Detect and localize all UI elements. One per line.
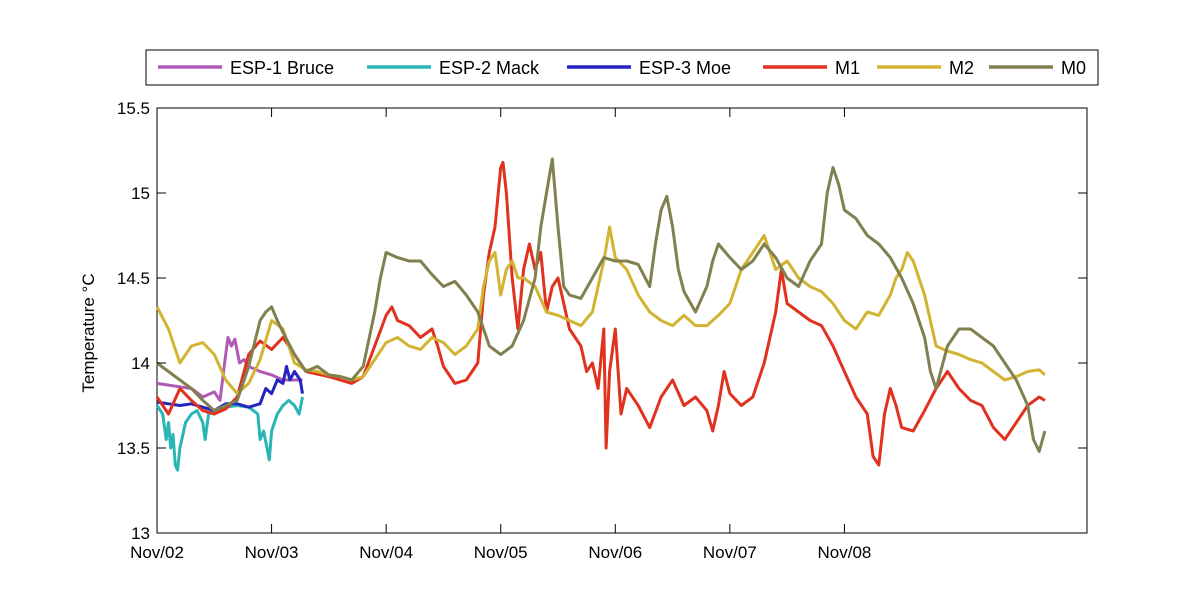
legend-item: M0: [989, 58, 1086, 78]
legend-item: ESP-2 Mack: [367, 58, 540, 78]
y-tick-label: 14.5: [117, 269, 150, 288]
plot-area: [156, 107, 1088, 534]
axes-layer: 13 13.5 14 14.5 15 15.5 Nov/02 Nov/03 Nov/04 Nov/…: [117, 99, 1087, 562]
x-tick-label: Nov/08: [817, 543, 871, 562]
legend-item: ESP-3 Moe: [567, 58, 731, 78]
y-tick-label: 15: [131, 184, 150, 203]
legend-label: M1: [835, 58, 860, 78]
x-tick-label: Nov/02: [130, 543, 184, 562]
series-line-m0: [156, 157, 1047, 453]
y-tick-label: 13: [131, 524, 150, 543]
x-tick-label: Nov/07: [703, 543, 757, 562]
legend-label: M0: [1061, 58, 1086, 78]
x-tick-label: Nov/05: [474, 543, 528, 562]
series-line-esp-3-moe: [156, 364, 304, 413]
x-tick-label: Nov/04: [359, 543, 413, 562]
series-layer: [155, 157, 1047, 472]
y-tick-label: 13.5: [117, 439, 150, 458]
legend-label: ESP-3 Moe: [639, 58, 731, 78]
series-line-m2: [155, 225, 1046, 396]
legend-item: ESP-1 Bruce: [158, 58, 334, 78]
legend-label: ESP-2 Mack: [439, 58, 540, 78]
legend-item: M1: [763, 58, 860, 78]
x-tick-label: Nov/06: [588, 543, 642, 562]
y-axis-label: Temperature °C: [79, 273, 98, 392]
legend: ESP-1 Bruce ESP-2 Mack ESP-3 Moe M1 M2 M0: [145, 49, 1099, 86]
y-tick-label: 15.5: [117, 99, 150, 118]
y-tick-label: 14: [131, 354, 150, 373]
legend-item: M2: [877, 58, 974, 78]
legend-label: ESP-1 Bruce: [230, 58, 334, 78]
x-tick-label: Nov/03: [245, 543, 299, 562]
legend-label: M2: [949, 58, 974, 78]
